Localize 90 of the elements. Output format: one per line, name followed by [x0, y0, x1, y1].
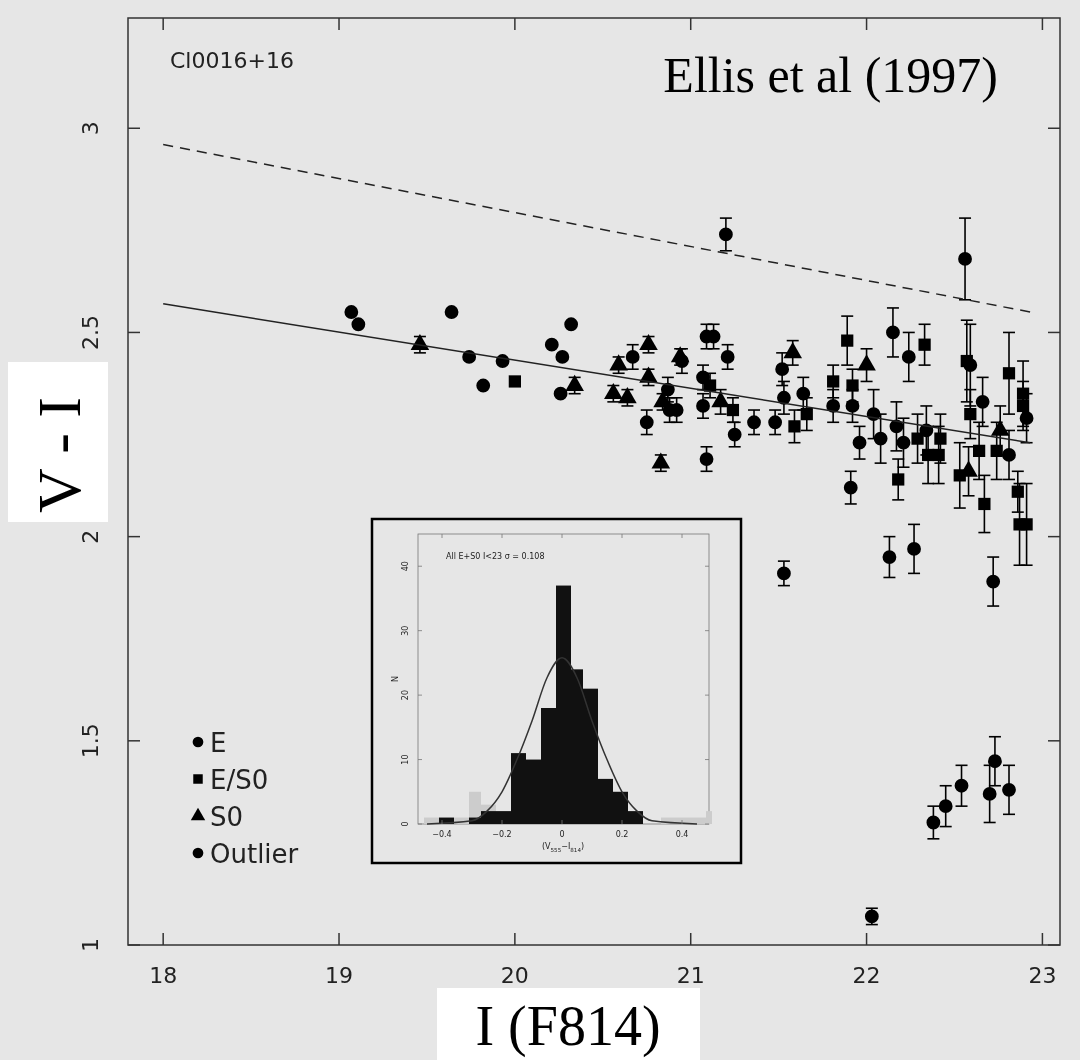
point — [696, 399, 710, 413]
point — [882, 550, 897, 564]
point — [444, 305, 459, 319]
y-axis-title: V - I — [25, 397, 93, 513]
x-tick-label: 0.4 — [675, 830, 689, 839]
y-tick-label: 20 — [401, 690, 410, 701]
point — [1002, 367, 1016, 380]
point — [726, 403, 740, 417]
point — [344, 305, 359, 319]
annotation: Cl0016+16 — [170, 48, 294, 73]
annotation: All E+S0 I<23 σ = 0.108 — [446, 552, 545, 561]
y-tick-label: 2 — [78, 529, 103, 544]
legend-label: Outlier — [210, 839, 299, 869]
point — [934, 432, 947, 445]
point — [911, 432, 924, 445]
point — [768, 415, 783, 430]
point — [777, 390, 791, 405]
x-tick-label: 22 — [852, 963, 881, 988]
point — [476, 378, 491, 393]
point — [841, 334, 854, 347]
y-tick-label: 30 — [401, 625, 410, 636]
point — [843, 480, 858, 495]
point — [938, 799, 953, 814]
point — [351, 317, 366, 332]
point — [958, 252, 972, 266]
point — [975, 394, 990, 409]
point — [1002, 448, 1016, 462]
y-tick-label: 1.5 — [78, 723, 103, 759]
point — [886, 325, 900, 340]
point — [1020, 518, 1033, 531]
point — [508, 375, 521, 388]
point — [892, 473, 905, 486]
point — [718, 227, 733, 242]
point — [1016, 399, 1030, 413]
point — [873, 431, 888, 446]
point — [960, 354, 973, 368]
x-axis-title: (V$_{555}$−I$_{814}$) — [541, 842, 585, 853]
y-tick-label: 2.5 — [78, 314, 103, 350]
point — [775, 362, 790, 377]
x-tick-label: 20 — [500, 963, 529, 988]
point — [699, 452, 714, 466]
point — [555, 350, 570, 364]
x-tick-label: 21 — [676, 963, 705, 988]
legend-label: S0 — [210, 802, 244, 832]
x-tick-label: 23 — [1028, 963, 1057, 988]
point — [926, 815, 941, 830]
point — [800, 407, 813, 421]
x-tick-label: 0.2 — [615, 830, 629, 839]
point — [846, 379, 859, 392]
x-tick-label: 0 — [559, 830, 565, 839]
point — [896, 435, 911, 450]
point — [852, 435, 867, 450]
point — [564, 317, 579, 332]
x-tick-label: −0.4 — [432, 830, 452, 839]
y-tick-label: 10 — [401, 754, 410, 765]
legend-label: E/S0 — [210, 765, 269, 795]
point — [544, 337, 559, 352]
point — [918, 338, 931, 351]
point — [639, 415, 654, 430]
point — [986, 574, 1001, 589]
y-tick-label: 0 — [401, 821, 410, 827]
point — [720, 350, 735, 364]
point — [907, 541, 921, 556]
x-tick-label: −0.2 — [492, 830, 512, 839]
x-axis-title: I (F814) — [475, 995, 661, 1058]
point — [988, 754, 1002, 769]
point — [826, 399, 841, 413]
point — [788, 420, 801, 433]
point — [747, 415, 761, 430]
point — [827, 375, 840, 388]
point — [982, 787, 997, 801]
y-tick-label: 40 — [401, 561, 410, 572]
y-axis-title: N — [391, 675, 400, 682]
point — [625, 350, 640, 364]
annotation: Ellis et al (1997) — [663, 47, 998, 103]
point — [1002, 782, 1016, 797]
y-tick-label: 1 — [78, 938, 103, 952]
point — [972, 444, 986, 457]
point — [978, 497, 991, 511]
x-tick-label: 19 — [325, 963, 354, 988]
point — [703, 379, 717, 392]
x-tick-label: 18 — [149, 963, 178, 988]
y-tick-label: 3 — [78, 121, 103, 136]
legend-label: E — [210, 728, 227, 758]
point — [964, 407, 977, 421]
point — [901, 350, 916, 364]
point — [727, 427, 742, 442]
point — [777, 566, 791, 581]
point — [954, 778, 969, 793]
point — [553, 386, 568, 401]
